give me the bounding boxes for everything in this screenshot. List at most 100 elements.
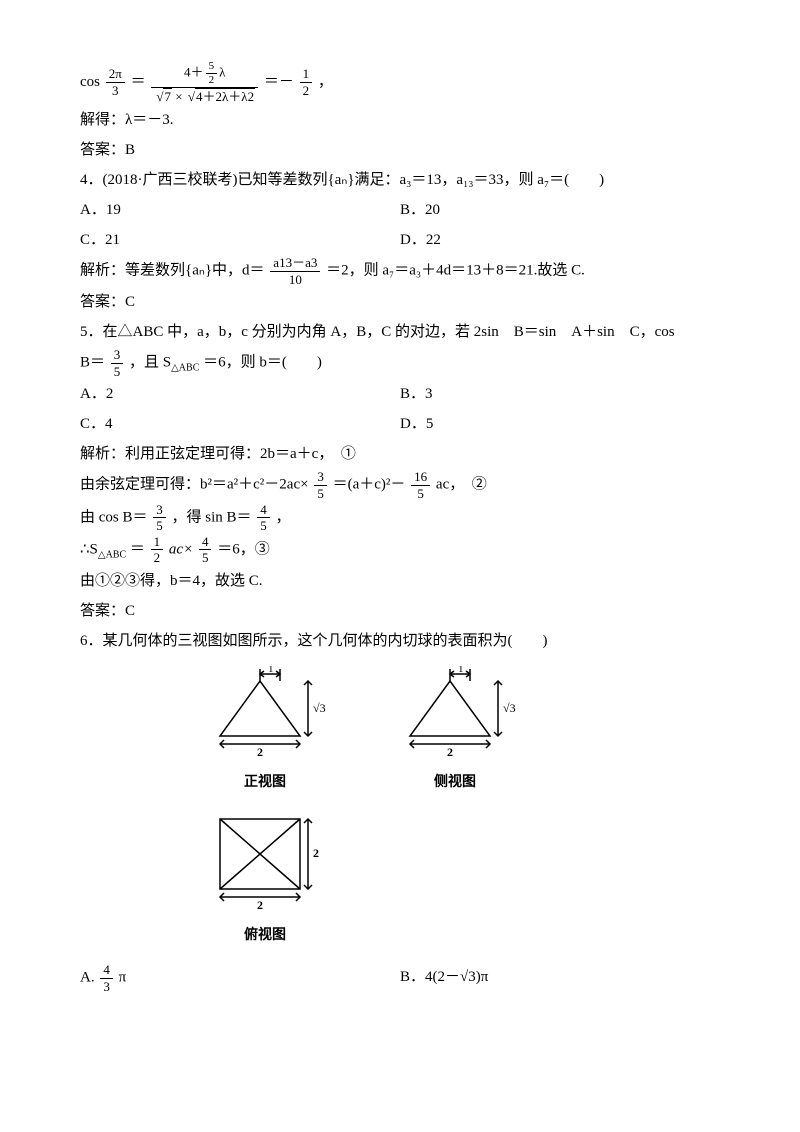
n: 1 [300, 66, 313, 83]
d: 5 [257, 518, 270, 534]
frac-4-5: 4 5 [257, 502, 270, 534]
d: 3 [100, 979, 113, 995]
frac-3-5c: 3 5 [153, 502, 166, 534]
fig-row-2: 2 2 俯视图 [200, 809, 720, 950]
page-root: cos 2π 3 ＝ 4＋52λ 7 × 4＋2λ＋λ2 ＝－ 1 2 ， 解得… [0, 0, 800, 1014]
solve-line: 解得：λ＝－3. [80, 105, 720, 135]
d: 5 [111, 364, 124, 380]
sub-abc2: △ABC [98, 549, 126, 560]
q4-frac: a13－a3 10 [270, 255, 320, 287]
n: 16 [411, 469, 430, 486]
d: 5 [411, 486, 430, 502]
q4-solution: 解析：等差数列{aₙ}中，d＝ a13－a3 10 ＝2，则 a₇＝a₃＋4d＝… [80, 255, 720, 287]
q5-opt-b: B．3 [400, 379, 720, 409]
txt: ＝－ [264, 74, 294, 90]
side-view-label: 侧视图 [390, 769, 520, 797]
txt: ＝2，则 a₇＝a₃＋4d＝13＋8＝21.故选 C. [326, 263, 585, 279]
dim-2: 2 [257, 745, 263, 756]
dim-2-right: 2 [313, 846, 319, 860]
q5-opt-d: D．5 [400, 409, 720, 439]
txt: ＝6，③ [217, 541, 270, 557]
front-view-label: 正视图 [200, 769, 330, 797]
q4-opt-a: A．19 [80, 195, 400, 225]
txt: ∴S [80, 541, 98, 557]
txt: 4＋ [184, 65, 204, 80]
n: a13－a3 [270, 255, 320, 272]
rad: 7 [163, 88, 172, 105]
dim-sqrt3b: √3 [503, 701, 516, 715]
q4-opts-row1: A．19 B．20 [80, 195, 720, 225]
d: 5 [314, 486, 327, 502]
q6-opt-b: B．4(2－√3)π [400, 962, 720, 994]
q5-sol3: 由 cos B＝ 3 5 ，得 sin B＝ 4 5 ， [80, 502, 720, 534]
frac-16-5: 16 5 [411, 469, 430, 501]
top-view-label: 俯视图 [200, 922, 330, 950]
q5-opt-c: C．4 [80, 409, 400, 439]
front-view-wrap: 1 √3 2 正视图 [200, 666, 330, 797]
num: 2π [106, 66, 125, 83]
top-view-wrap: 2 2 俯视图 [200, 809, 330, 950]
q4-opt-b: B．20 [400, 195, 720, 225]
q5-sol5: 由①②③得，b＝4，故选 C. [80, 566, 720, 596]
txt: ＝(a＋c)²－ [333, 477, 406, 493]
rad: 4＋2λ＋λ2 [195, 88, 255, 105]
frac-2pi-3: 2π 3 [106, 66, 125, 98]
txt: ， [318, 74, 333, 90]
sub-abc: △ABC [171, 363, 199, 374]
frac-3-5b: 3 5 [314, 469, 327, 501]
fig-row-1: 1 √3 2 正视图 [200, 666, 720, 797]
txt: ac， ② [436, 477, 487, 493]
q4-opt-c: C．21 [80, 225, 400, 255]
q4-answer: 答案：C [80, 287, 720, 317]
bigfrac-num: 4＋52λ [151, 60, 258, 88]
q5-opts-row1: A．2 B．3 [80, 379, 720, 409]
txt: π [119, 969, 127, 985]
q6-opts-row1: A. 4 3 π B．4(2－√3)π [80, 962, 720, 994]
dim-2-bottom: 2 [257, 898, 263, 909]
sqrt-expr: 4＋2λ＋λ2 [186, 88, 255, 105]
txt: λ [219, 65, 225, 80]
txt: ，得 sin B＝ [172, 509, 252, 525]
sqrt7: 7 [154, 88, 172, 105]
txt: cos [80, 74, 100, 90]
txt: ，且 S [129, 355, 171, 371]
n: 3 [111, 347, 124, 364]
d: 10 [270, 272, 320, 288]
d: 2 [206, 74, 218, 87]
q5-sol1: 解析：利用正弦定理可得：2b＝a＋c， ① [80, 439, 720, 469]
bigfrac-den: 7 × 4＋2λ＋λ2 [151, 88, 258, 105]
n: 3 [314, 469, 327, 486]
q4-opt-d: D．22 [400, 225, 720, 255]
q4-opts-row2: C．21 D．22 [80, 225, 720, 255]
n: 5 [206, 60, 218, 74]
txt: 解析：等差数列{aₙ}中，d＝ [80, 263, 265, 279]
n: 4 [257, 502, 270, 519]
q5-answer: 答案：C [80, 596, 720, 626]
frac-1-2b: 1 2 [151, 534, 164, 566]
side-view-wrap: 1 √3 2 侧视图 [390, 666, 520, 797]
n: 1 [151, 534, 164, 551]
dim-1: 1 [268, 666, 274, 675]
txt: A. [80, 969, 95, 985]
n: 4 [199, 534, 212, 551]
q5-sol4: ∴S△ABC ＝ 1 2 ac× 4 5 ＝6，③ [80, 534, 720, 566]
txt: ＝ [131, 74, 146, 90]
dim-2b: 2 [447, 745, 453, 756]
eq-line-1: cos 2π 3 ＝ 4＋52λ 7 × 4＋2λ＋λ2 ＝－ 1 2 ， [80, 60, 720, 105]
d: 5 [153, 518, 166, 534]
txt: × [172, 89, 186, 104]
den: 3 [106, 83, 125, 99]
q5-opts-row2: C．4 D．5 [80, 409, 720, 439]
q5-stem-l2: B＝ 3 5 ，且 S△ABC ＝6，则 b＝( ) [80, 347, 720, 379]
d: 2 [300, 83, 313, 99]
frac-4-3: 4 3 [100, 962, 113, 994]
txt: ac× [169, 541, 193, 557]
txt: 由 cos B＝ [80, 509, 148, 525]
q6-opt-a: A. 4 3 π [80, 962, 400, 994]
txt: 由余弦定理可得：b²＝a²＋c²－2ac× [80, 477, 309, 493]
figures-block: 1 √3 2 正视图 [200, 666, 720, 950]
txt: ＝6，则 b＝( ) [203, 355, 322, 371]
frac-5-2: 52 [206, 60, 218, 87]
dim-sqrt3: √3 [313, 701, 326, 715]
big-frac: 4＋52λ 7 × 4＋2λ＋λ2 [151, 60, 258, 105]
